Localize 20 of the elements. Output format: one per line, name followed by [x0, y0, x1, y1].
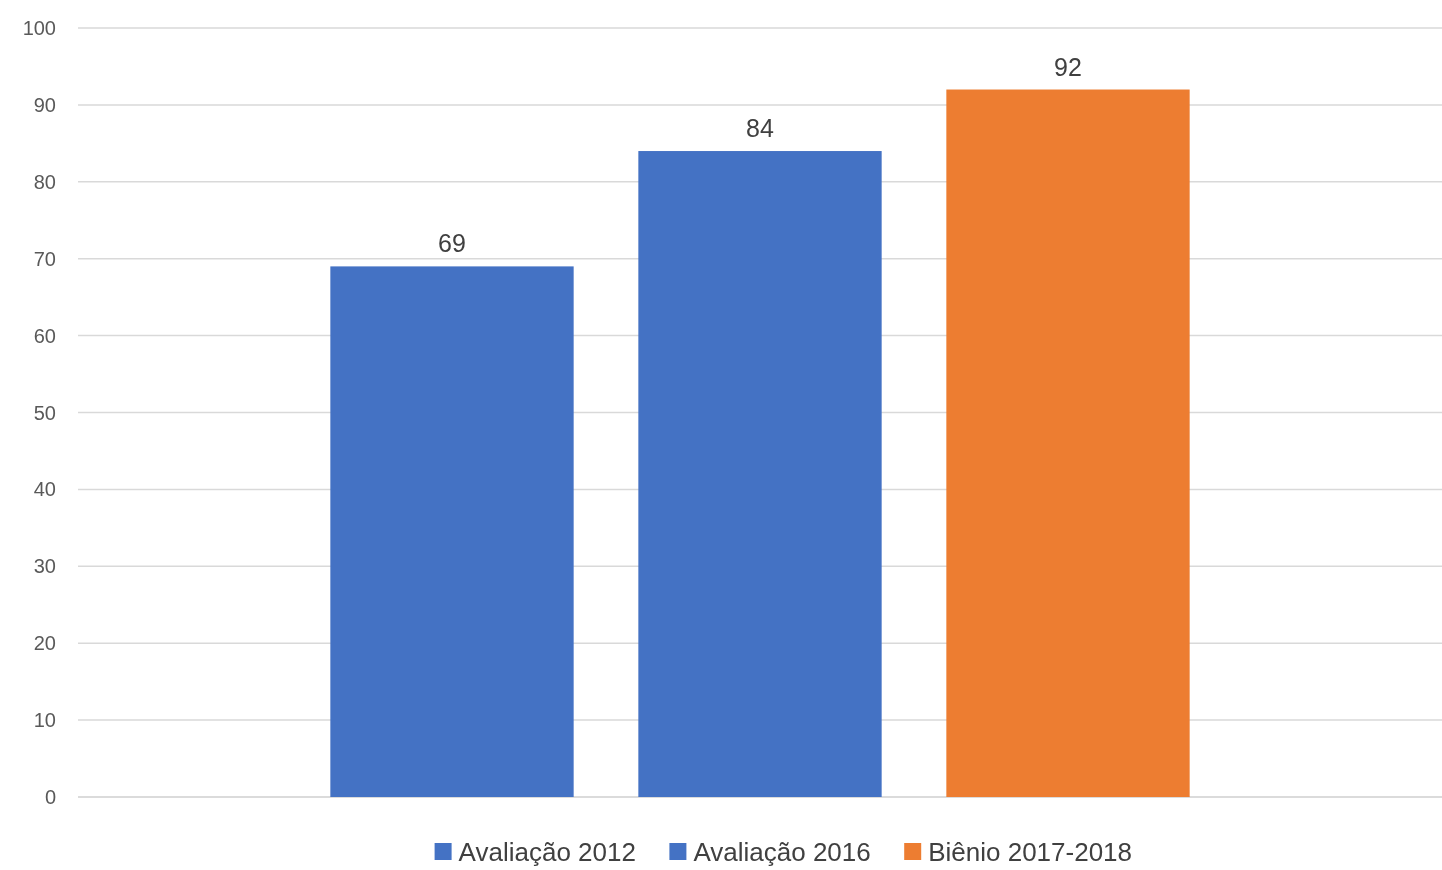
- data-label: 84: [746, 114, 774, 143]
- y-tick-label: 40: [33, 478, 56, 501]
- y-tick-label: 30: [33, 555, 56, 578]
- y-tick-label: 70: [33, 247, 56, 270]
- y-tick-label: 100: [22, 17, 56, 39]
- y-tick-label: 0: [44, 786, 56, 808]
- y-tick-label: 90: [33, 93, 56, 116]
- legend-label: Avaliação 2012: [458, 837, 636, 868]
- y-tick-label: 10: [33, 709, 56, 732]
- y-tick-label: 50: [33, 401, 56, 424]
- bar: [330, 266, 574, 797]
- y-tick-label: 80: [33, 170, 56, 193]
- y-tick-label: 20: [33, 632, 56, 655]
- bar: [638, 151, 882, 797]
- legend-label: Avaliação 2016: [693, 837, 871, 868]
- data-label: 69: [438, 229, 466, 258]
- y-tick-label: 60: [33, 324, 56, 347]
- bar: [946, 89, 1190, 797]
- data-label: 92: [1054, 52, 1082, 81]
- legend-label: Biênio 2017-2018: [928, 837, 1133, 868]
